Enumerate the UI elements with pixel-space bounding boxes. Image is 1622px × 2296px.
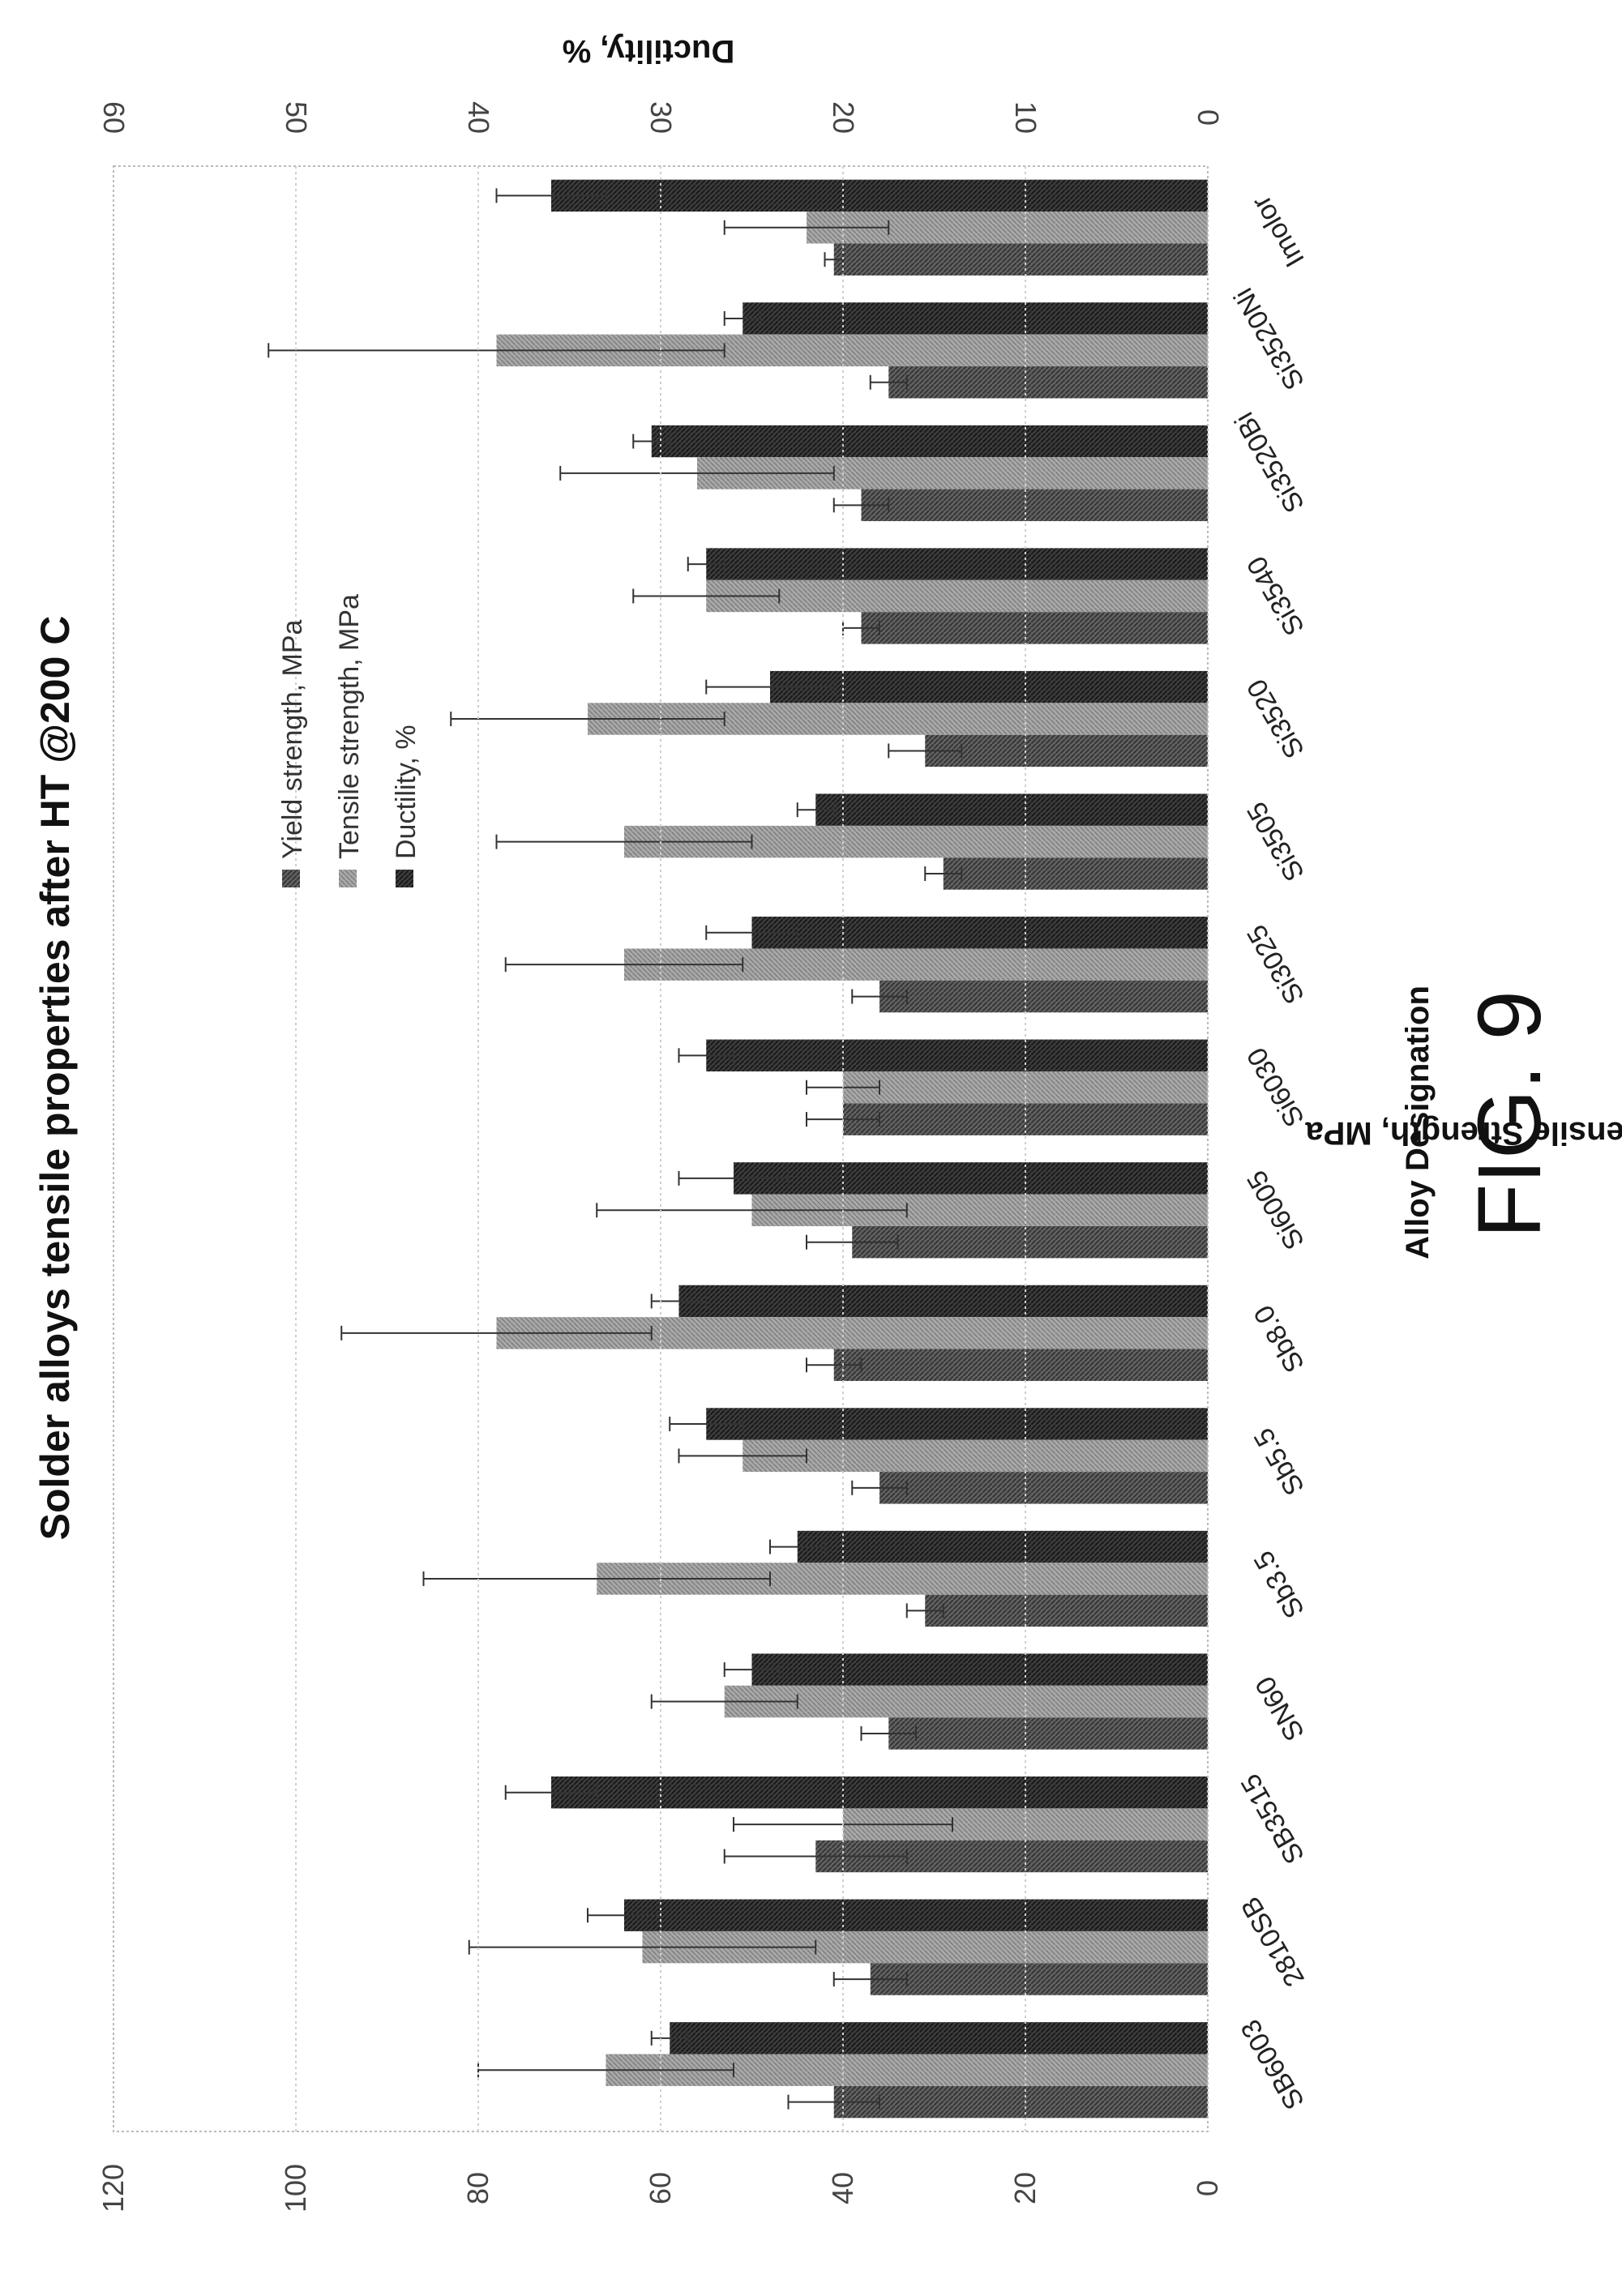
bar-ductility — [706, 548, 1208, 580]
x-tick-label: SB3515 — [1235, 1768, 1311, 1869]
bar-yield-strength — [943, 857, 1208, 890]
legend-label: Tensile strength, MPa — [334, 594, 365, 859]
axes: 0 20 40 60 80 100 120 0 10 20 30 40 50 60 SB6003 2810SB… — [96, 101, 1311, 2213]
x-tick-label: Imolor — [1246, 190, 1311, 272]
y-tick-label-left: 100 — [279, 2164, 312, 2213]
y-axis-title-left: Yield/Ultimate Tensile Strength, MPa — [1305, 1115, 1622, 1151]
y-tick-label-right: 20 — [827, 101, 860, 134]
legend-swatch — [339, 870, 357, 887]
bar-yield-strength — [861, 612, 1208, 644]
bar-yield-strength — [888, 1717, 1208, 1750]
legend: Yield strength, MPa Tensile strength, MPa… — [277, 594, 422, 887]
bar-yield-strength — [879, 1472, 1208, 1504]
y-tick-label-right: 10 — [1009, 101, 1042, 134]
bar-ductility — [751, 1653, 1208, 1686]
bar-yield-strength — [888, 366, 1208, 399]
y-tick-label-left: 0 — [1191, 2180, 1224, 2196]
bar-ductility — [706, 1039, 1208, 1072]
bar-ductility — [770, 670, 1208, 703]
x-tick-label: Si3520 — [1241, 673, 1311, 763]
bar-yield-strength — [861, 489, 1208, 522]
x-tick-label: Si6030 — [1241, 1042, 1311, 1132]
bar-yield-strength — [833, 243, 1208, 276]
x-tick-label: Si3505 — [1241, 797, 1311, 887]
bar-yield-strength — [833, 2085, 1208, 2119]
y-tick-label-right: 60 — [97, 101, 131, 134]
y-tick-label-left: 60 — [644, 2172, 677, 2204]
y-tick-label-right: 30 — [644, 101, 678, 134]
titles: Solder alloys tensile properties after H… — [32, 33, 1622, 1540]
x-tick-label: Si3520Ni — [1228, 283, 1311, 395]
bar-ductility — [815, 793, 1208, 826]
bar-yield-strength — [852, 1225, 1208, 1259]
y-tick-label-left: 80 — [461, 2172, 494, 2204]
bar-ductility — [624, 1899, 1208, 1931]
y-tick-label-left: 120 — [96, 2164, 130, 2213]
bar-ductility — [551, 179, 1208, 212]
y-tick-label-right: 50 — [280, 101, 313, 134]
legend-swatch — [396, 870, 413, 887]
plot-area — [267, 179, 1208, 2119]
x-axis-title: Alloy Designation — [1400, 986, 1436, 1259]
bar-yield-strength — [870, 1963, 1208, 1995]
x-tick-label: SN60 — [1249, 1671, 1310, 1747]
bar-tensile-strength — [724, 1685, 1208, 1718]
x-tick-label: Si3025 — [1241, 919, 1311, 1009]
legend-swatch — [282, 870, 300, 887]
bar-ductility — [551, 1776, 1208, 1809]
bar-ductility — [706, 1408, 1208, 1440]
bar-ductility — [751, 917, 1208, 949]
x-tick-label: Sb8.0 — [1248, 1300, 1311, 1378]
legend-label: Ductility, % — [391, 725, 422, 859]
x-tick-label: 2810SB — [1235, 1892, 1311, 1992]
x-tick-label: Si3540 — [1241, 551, 1311, 641]
bar-yield-strength — [925, 734, 1208, 767]
figure-label: FIG. 9 — [1460, 990, 1560, 1238]
x-tick-label: SB6003 — [1235, 2014, 1311, 2114]
x-tick-label: Si3520Bi — [1229, 407, 1311, 518]
bar-yield-strength — [833, 1349, 1208, 1381]
x-tick-label: Si6005 — [1241, 1165, 1311, 1255]
bar-ductility — [797, 1530, 1208, 1563]
bar-tensile-strength — [706, 579, 1208, 613]
x-tick-label: Sb3.5 — [1248, 1546, 1311, 1623]
y-tick-label-left: 40 — [826, 2172, 859, 2204]
bar-ductility — [670, 2022, 1208, 2054]
y-tick-label-left: 20 — [1008, 2172, 1042, 2204]
y-axis-title-right: Ductility, % — [563, 33, 735, 69]
x-tick-label: Sb5.5 — [1248, 1422, 1311, 1500]
chart-title: Solder alloys tensile properties after H… — [32, 616, 78, 1541]
y-tick-label-right: 40 — [462, 101, 495, 134]
bar-yield-strength — [879, 980, 1208, 1013]
bar-ductility — [743, 302, 1208, 335]
bar-yield-strength — [925, 1594, 1208, 1627]
bar-ductility — [734, 1162, 1208, 1195]
legend-label: Yield strength, MPa — [277, 619, 308, 859]
y-tick-label-right: 0 — [1192, 109, 1225, 126]
bar-ductility — [651, 425, 1208, 458]
bar-ductility — [678, 1285, 1208, 1318]
bar-tensile-strength — [743, 1439, 1208, 1473]
